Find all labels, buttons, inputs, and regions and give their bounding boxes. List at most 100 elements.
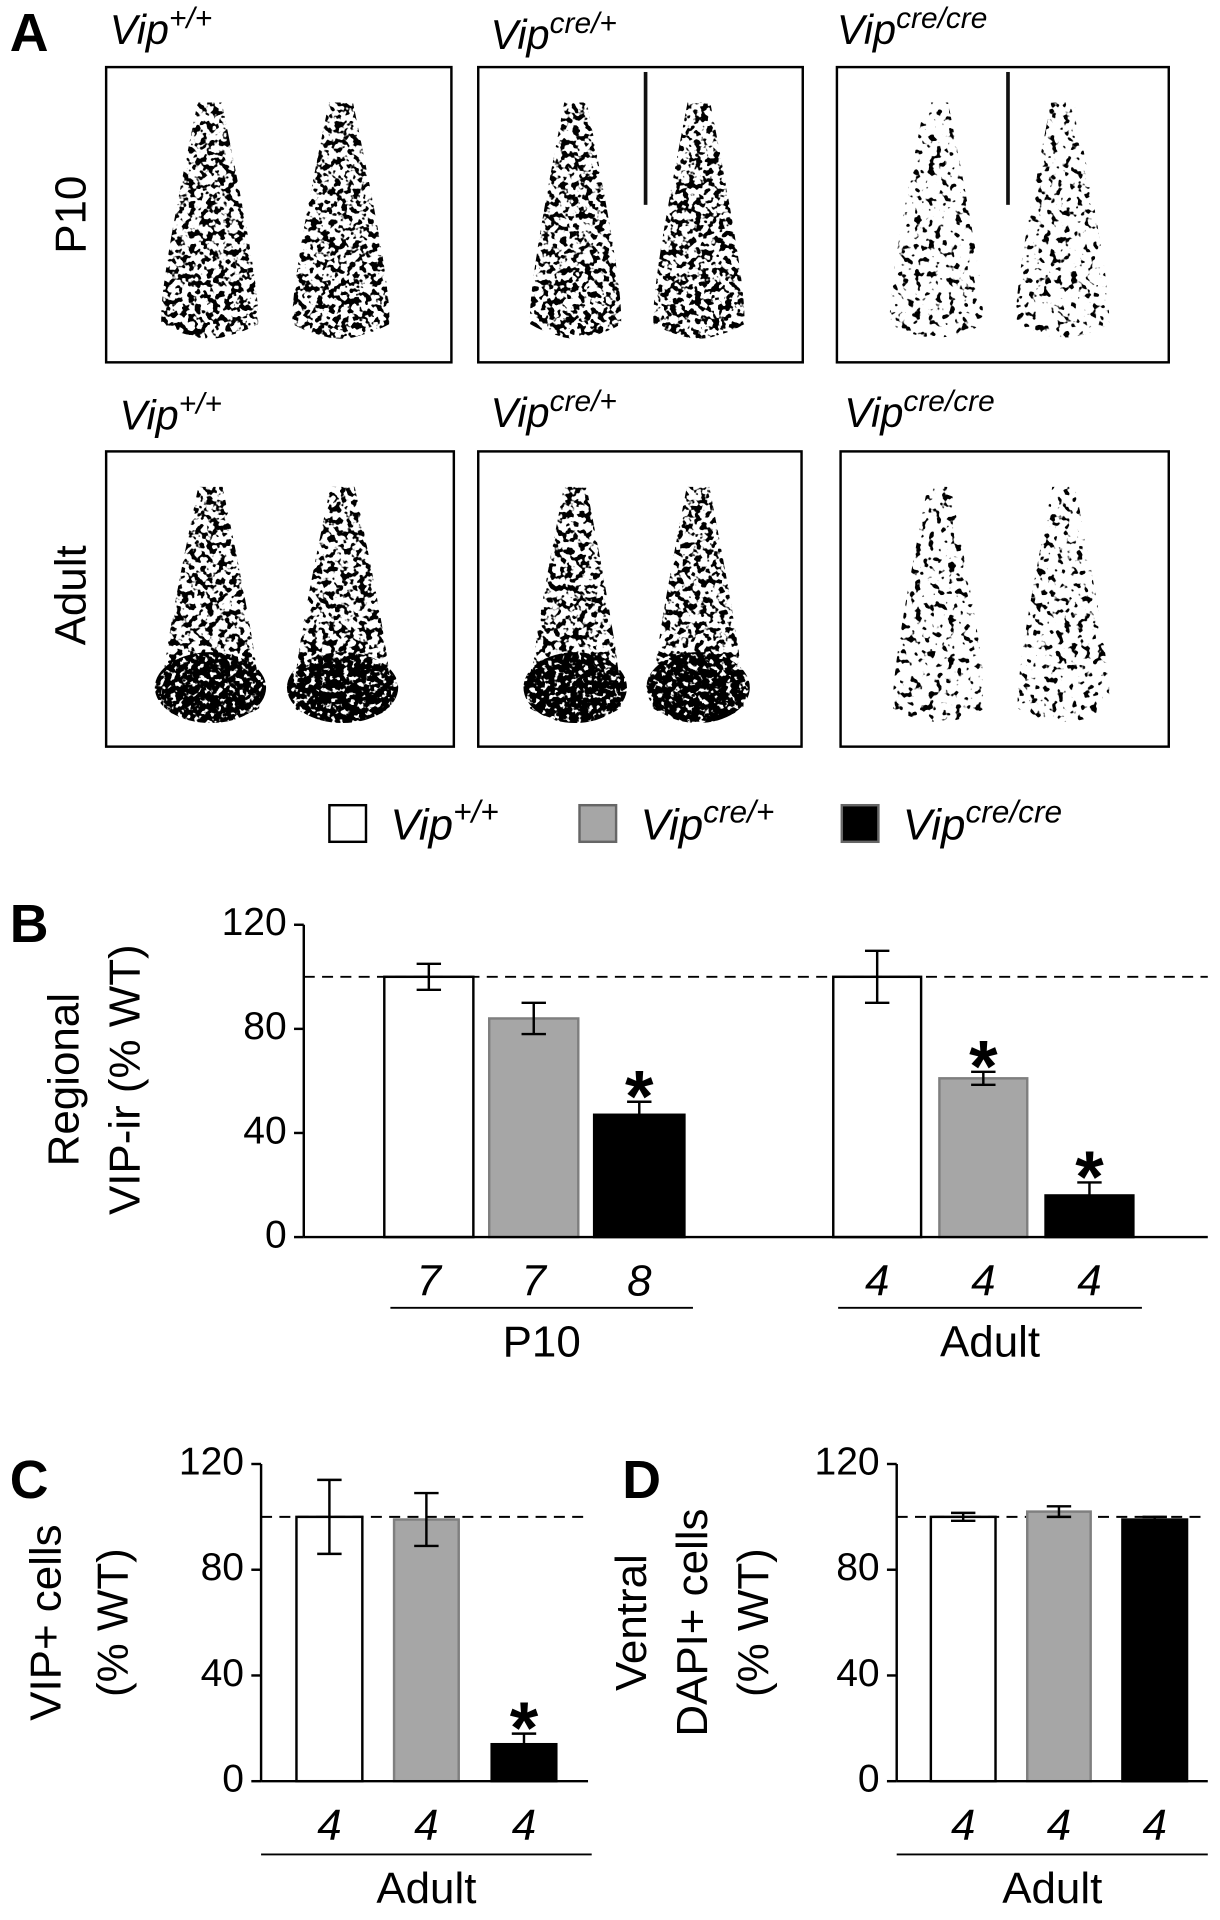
stain — [292, 102, 390, 338]
genotype-base: Vip — [490, 389, 549, 436]
genotype-sup: +/+ — [453, 794, 499, 830]
genotype-sup: cre/+ — [550, 385, 617, 418]
micrograph — [477, 65, 804, 364]
significance-star: * — [1075, 1136, 1104, 1218]
genotype-label: Vipcre/+ — [641, 794, 775, 850]
panel-label: C — [10, 1450, 49, 1510]
y-tick-label: 40 — [836, 1652, 879, 1695]
genotype-base: Vip — [903, 800, 966, 849]
y-tick-label: 80 — [243, 1005, 286, 1048]
n-label: 7 — [417, 1257, 443, 1306]
y-axis-label: (% WT) — [89, 1548, 138, 1697]
panel-label: B — [10, 894, 49, 954]
y-tick-label: 40 — [201, 1652, 244, 1695]
row-label: Adult — [46, 545, 95, 645]
y-tick-label: 120 — [222, 901, 287, 944]
genotype-label: Vip+/+ — [390, 794, 498, 850]
genotype-sup: +/+ — [179, 388, 222, 421]
genotype-base: Vip — [110, 6, 169, 53]
bar — [392, 1518, 460, 1783]
n-label: 4 — [971, 1257, 995, 1306]
y-tick-label: 120 — [814, 1440, 879, 1483]
y-axis-label: DAPI+ cells — [668, 1509, 717, 1737]
genotype-base: Vip — [120, 391, 179, 438]
n-label: 4 — [951, 1801, 975, 1850]
stain — [1017, 486, 1110, 722]
error-bar — [317, 1478, 342, 1556]
micrograph — [839, 450, 1170, 748]
stain — [529, 102, 622, 338]
micrograph-frame — [477, 450, 803, 748]
y-axis-label: Regional — [40, 993, 89, 1166]
group-label: P10 — [503, 1318, 581, 1367]
n-label: 4 — [1047, 1801, 1071, 1850]
legend-swatch — [328, 803, 368, 844]
genotype-base: Vip — [844, 389, 903, 436]
midline — [643, 71, 648, 205]
micrograph — [835, 65, 1170, 364]
y-tick-label: 0 — [265, 1213, 287, 1256]
n-label: 4 — [317, 1801, 341, 1850]
y-axis-label: VIP+ cells — [21, 1524, 70, 1720]
micrograph-frame — [104, 65, 453, 364]
stain — [892, 486, 986, 722]
y-tick-label: 0 — [222, 1758, 244, 1801]
legend-swatch — [578, 803, 618, 844]
genotype-base: Vip — [390, 800, 453, 849]
error-bar — [1077, 1181, 1102, 1210]
genotype-base: Vip — [490, 11, 549, 58]
row-label: P10 — [46, 176, 95, 254]
genotype-label: Vipcre/cre — [844, 385, 994, 436]
group-label: Adult — [1002, 1864, 1102, 1913]
significance-star: * — [510, 1687, 539, 1769]
genotype-sup: cre/cre — [965, 794, 1062, 830]
genotype-base: Vip — [641, 800, 704, 849]
micrograph-frame — [477, 65, 804, 364]
bar — [383, 975, 475, 1239]
genotype-label: Vipcre/cre — [903, 794, 1062, 850]
n-label: 4 — [865, 1257, 889, 1306]
error-bar — [511, 1732, 537, 1756]
error-bar — [414, 1491, 439, 1548]
bar — [1121, 1518, 1189, 1783]
y-tick-label: 0 — [858, 1758, 880, 1801]
n-label: 7 — [522, 1257, 548, 1306]
error-bar — [950, 1511, 976, 1523]
genotype-label: Vipcre/cre — [837, 2, 987, 53]
n-label: 8 — [627, 1257, 652, 1306]
stain-dense — [659, 279, 738, 339]
stain — [889, 102, 984, 338]
stain — [653, 102, 745, 338]
stain-dense — [168, 279, 252, 339]
panel-label: D — [622, 1450, 661, 1510]
genotype-sup: cre/cre — [896, 2, 987, 35]
n-label: 4 — [1077, 1257, 1101, 1306]
y-axis-label: Ventral — [607, 1554, 656, 1691]
stain-dense — [154, 652, 267, 724]
micrograph-frame — [104, 450, 456, 748]
bar — [295, 1515, 364, 1783]
group-label: Adult — [940, 1318, 1040, 1367]
micrograph-frame — [835, 65, 1170, 364]
micrograph — [477, 450, 803, 748]
y-tick-label: 80 — [201, 1546, 244, 1589]
error-bar — [1142, 1515, 1167, 1524]
stain-dense — [299, 279, 383, 339]
significance-star: * — [969, 1025, 998, 1107]
stain-dense — [286, 652, 399, 724]
genotype-base: Vip — [837, 6, 896, 53]
genotype-label: Vip+/+ — [120, 388, 222, 439]
stain-dense — [536, 279, 615, 339]
panel-label: A — [10, 3, 49, 63]
n-label: 4 — [414, 1801, 438, 1850]
stain — [1015, 102, 1110, 338]
significance-star: * — [625, 1055, 654, 1137]
y-tick-label: 40 — [243, 1109, 286, 1152]
error-bar — [864, 949, 890, 1005]
genotype-label: Vipcre/+ — [490, 7, 616, 58]
n-label: 4 — [512, 1801, 536, 1850]
error-bar — [1046, 1505, 1072, 1519]
stain-dense — [646, 652, 750, 724]
error-bar — [627, 1100, 652, 1129]
